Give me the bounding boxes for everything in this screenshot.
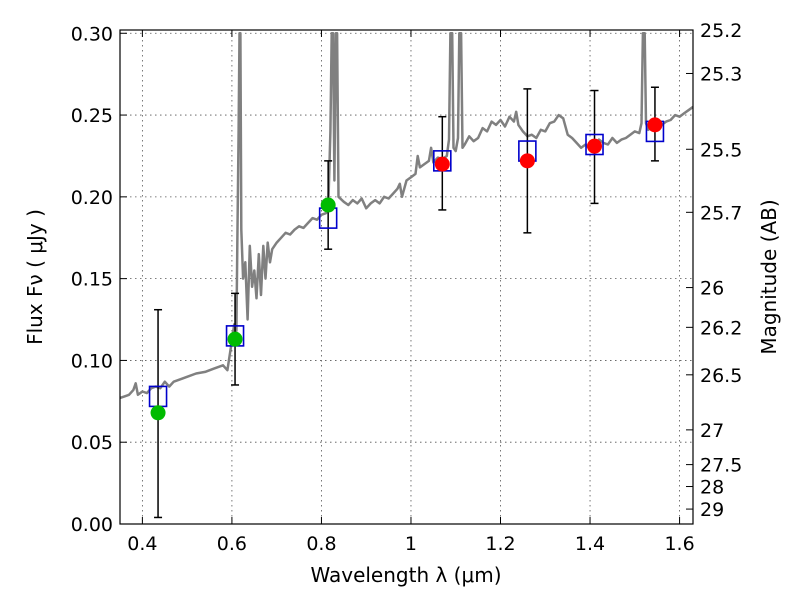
mag-tick-label: 26.5	[700, 365, 742, 387]
y-tick-label: 0.00	[71, 514, 113, 536]
y-tick-label: 0.20	[71, 187, 113, 209]
x-tick-label: 0.6	[217, 533, 247, 555]
y-tick-label: 0.10	[71, 350, 113, 372]
x-tick-label: 0.4	[127, 533, 157, 555]
x-tick-label: 1.6	[664, 533, 694, 555]
model-box	[585, 133, 604, 156]
spectrum-line	[120, 32, 693, 400]
mag-tick-label: 27	[700, 420, 724, 442]
mag-tick-label: 26	[700, 278, 724, 300]
x-tick-label: 1.4	[575, 533, 605, 555]
axis-ticks: 0.4 0.6 0.8 1 1.2 1.4 1.6 0.00 0.05 0.10 0.15 0.20 0…	[71, 20, 743, 555]
mag-tick-label: 25.2	[700, 20, 742, 42]
y-tick-label: 0.30	[71, 23, 113, 45]
observed-point	[227, 331, 243, 347]
y2-axis-title: Magnitude (AB)	[757, 199, 781, 354]
observed-point	[434, 156, 450, 172]
mag-tick-label: 28	[700, 477, 724, 499]
observed-point	[647, 117, 663, 133]
mag-tick-label: 26.2	[700, 317, 742, 339]
y-axis-title: Flux Fν ( μJy )	[23, 209, 47, 345]
x-axis-title: Wavelength λ (μm)	[310, 563, 501, 587]
observed-point	[320, 197, 336, 213]
observed-point	[587, 138, 603, 154]
observed-point	[150, 405, 166, 421]
mag-tick-label: 25.5	[700, 139, 742, 161]
x-tick-label: 0.8	[306, 533, 336, 555]
mag-tick-label: 25.3	[700, 63, 742, 85]
y-tick-label: 0.25	[71, 105, 113, 127]
y-tick-label: 0.15	[71, 269, 113, 291]
mag-tick-label: 29	[700, 499, 724, 521]
grid-lines	[120, 30, 693, 525]
x-tick-label: 1	[405, 533, 417, 555]
plot-data	[120, 32, 693, 519]
y-tick-label: 0.05	[71, 432, 113, 454]
x-tick-label: 1.2	[485, 533, 515, 555]
mag-tick-label: 25.7	[700, 202, 742, 224]
observed-point	[519, 153, 535, 169]
plot-frame	[119, 29, 694, 525]
mag-tick-label: 27.5	[700, 455, 742, 477]
